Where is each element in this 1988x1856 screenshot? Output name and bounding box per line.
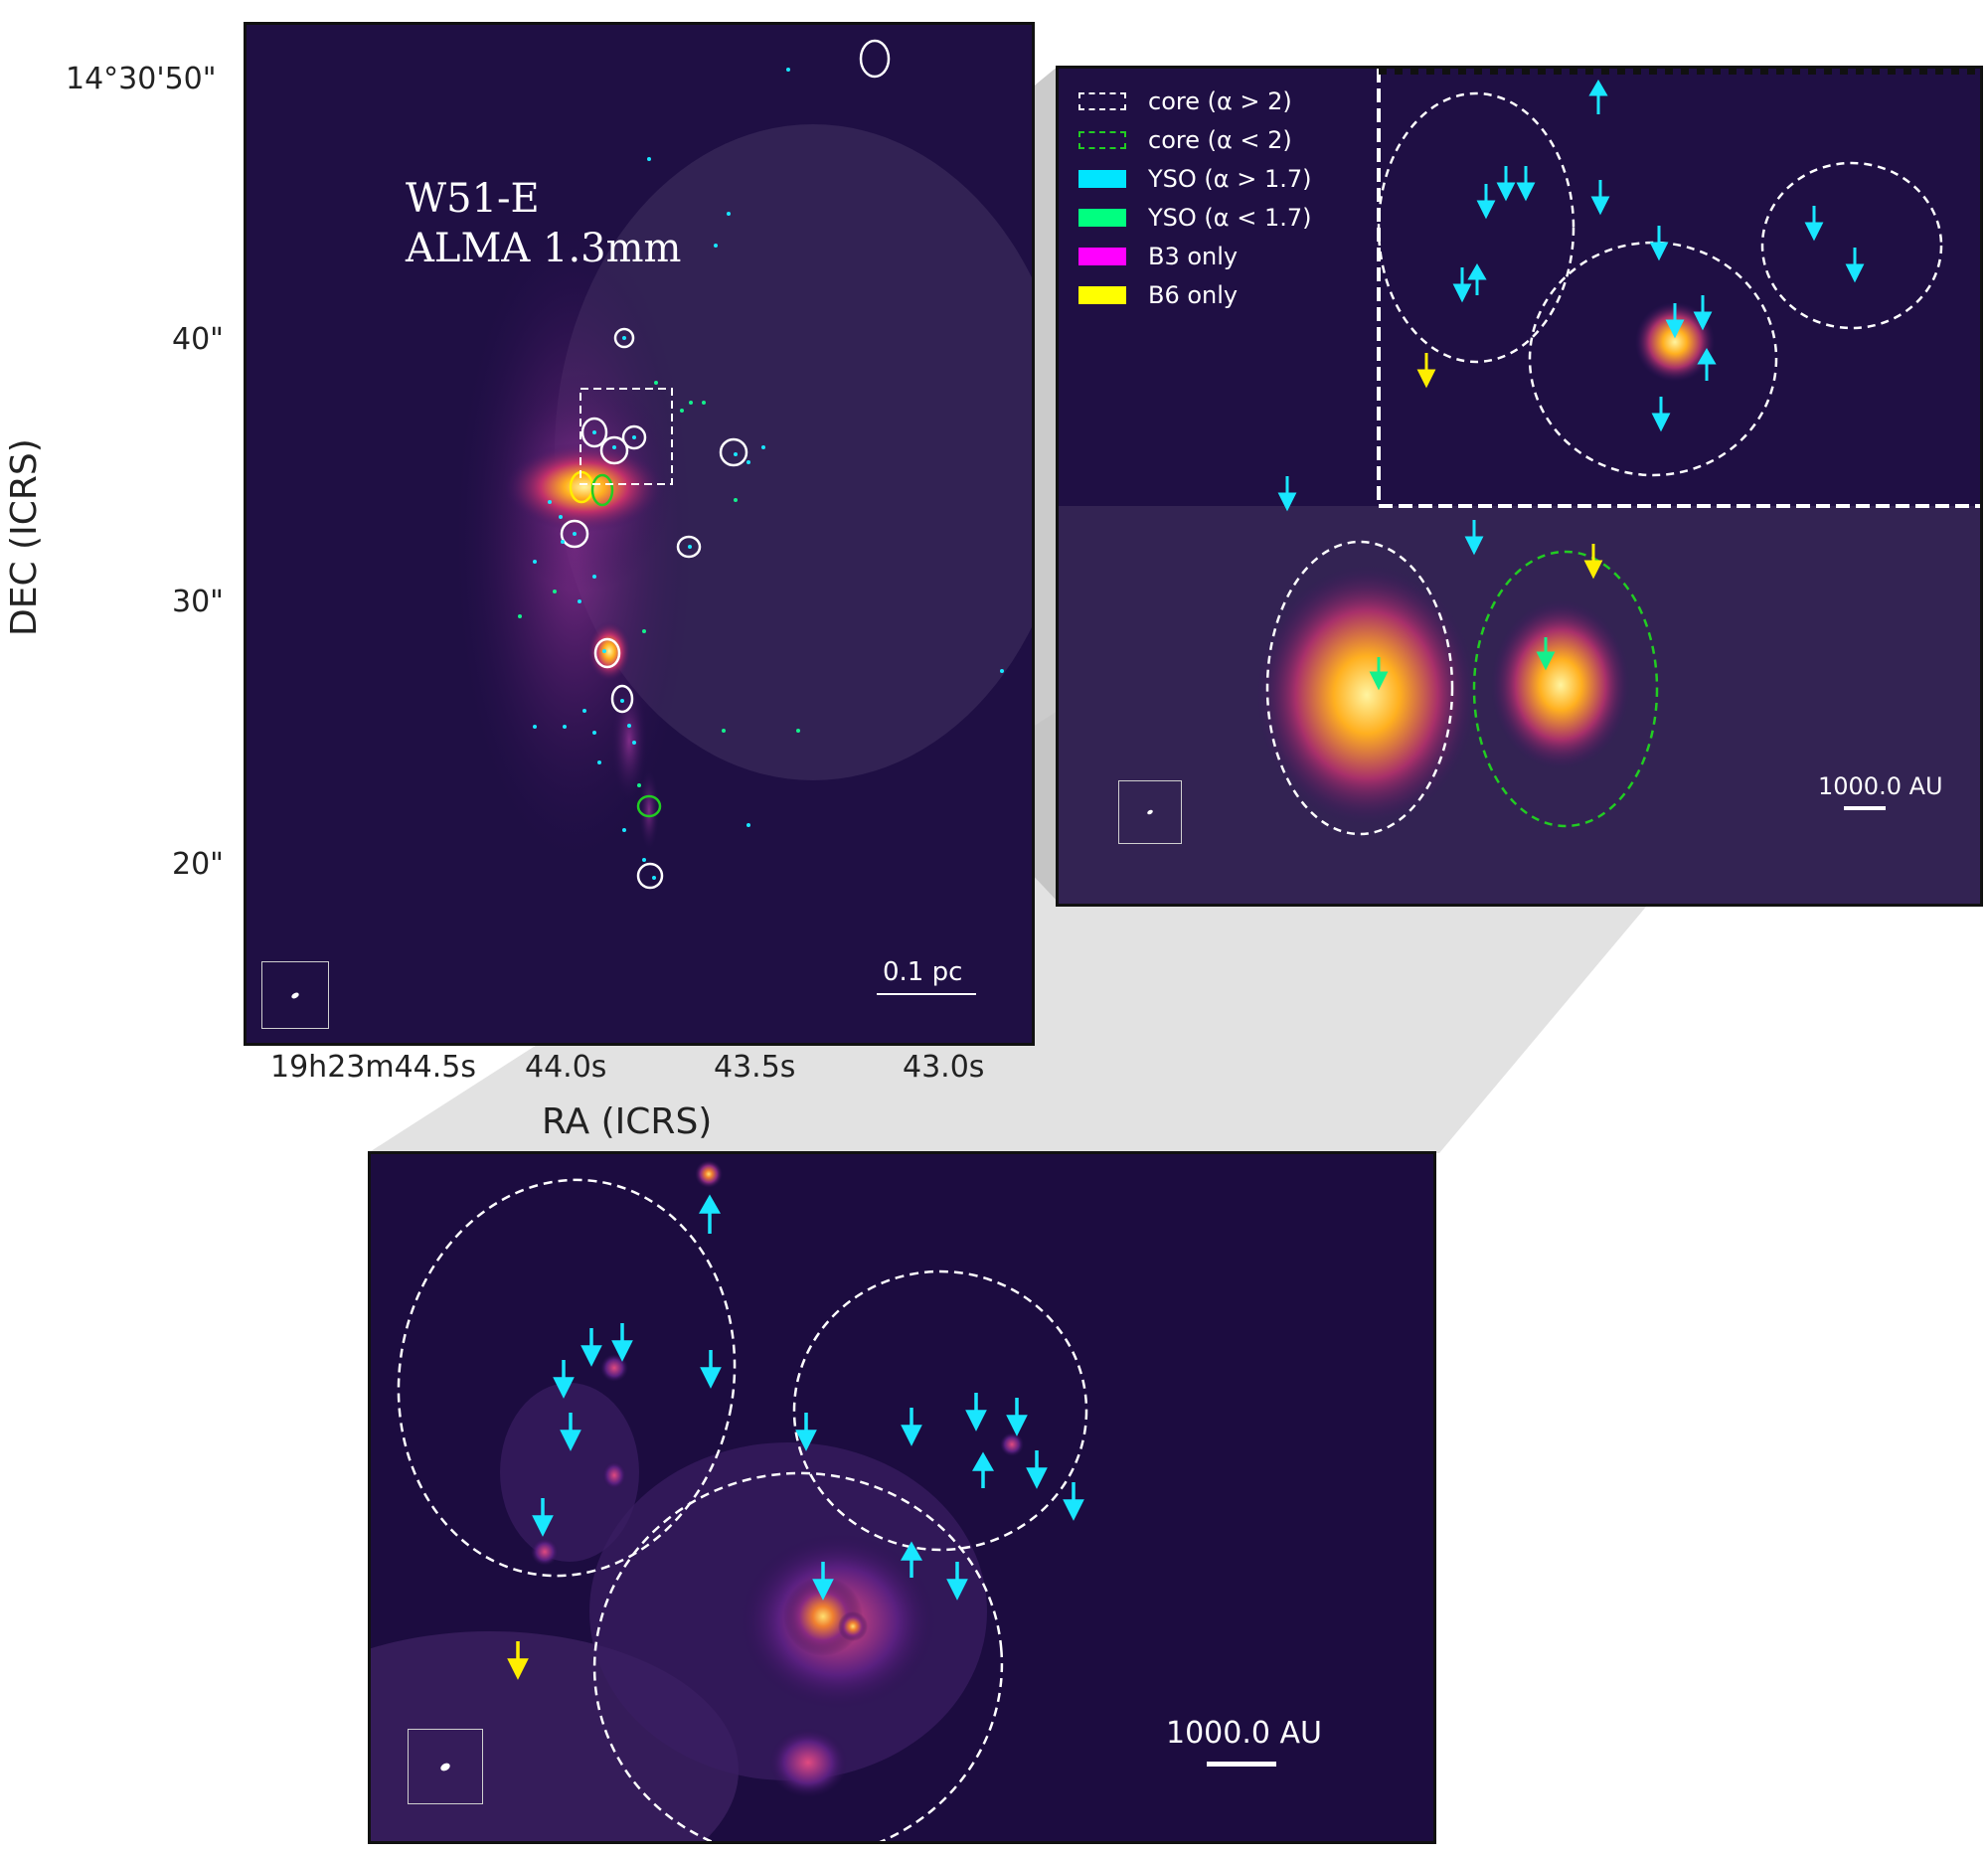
inset-scalebar-label: 1000.0 AU <box>1166 1716 1322 1751</box>
xtick-43-0: 43.0s <box>903 1050 985 1085</box>
legend-item-b6: B6 only <box>1078 280 1238 310</box>
y-axis-label: DEC (ICRS) <box>4 438 45 636</box>
legend-label: core (α > 2) <box>1148 87 1292 115</box>
scalebar-line <box>877 993 976 995</box>
beam-box <box>261 961 329 1029</box>
scalebar-label: 0.1 pc <box>883 957 963 987</box>
legend-item-yso-low: YSO (α < 1.7) <box>1078 203 1312 233</box>
zoom-beam-box <box>1118 780 1182 844</box>
zoom-scalebar-label: 1000.0 AU <box>1818 772 1943 800</box>
zoom-image-panel: core (α > 2) core (α < 2) YSO (α > 1.7) … <box>1056 66 1983 907</box>
ytick-20: 20" <box>172 847 224 882</box>
yso-dots <box>533 68 1004 880</box>
inset-arrows <box>532 1194 1084 1601</box>
beam-ellipse <box>438 1761 452 1773</box>
legend-item-core-low: core (α < 2) <box>1078 125 1292 155</box>
legend-label: YSO (α > 1.7) <box>1148 165 1312 193</box>
legend-item-core-high: core (α > 2) <box>1078 86 1292 116</box>
inset-image <box>371 1154 1433 1841</box>
legend-swatch-core-high <box>1078 92 1126 110</box>
legend-item-yso-high: YSO (α > 1.7) <box>1078 164 1312 194</box>
legend: core (α > 2) core (α < 2) YSO (α > 1.7) … <box>1078 86 1377 309</box>
zoom-box <box>580 388 673 485</box>
beam-ellipse <box>290 991 300 1000</box>
legend-label: B6 only <box>1148 281 1239 309</box>
xtick-44-0: 44.0s <box>525 1050 607 1085</box>
zoom-arrows <box>1277 80 1865 556</box>
image-title-line2: ALMA 1.3mm <box>406 226 682 271</box>
zoom-scalebar-line <box>1844 806 1886 810</box>
beam-ellipse <box>1146 808 1154 816</box>
image-title-line1: W51-E <box>406 176 540 222</box>
xtick-44-5: 19h23m44.5s <box>270 1050 477 1085</box>
inset-scalebar-line <box>1207 1762 1276 1767</box>
legend-swatch-yso-high <box>1078 170 1126 188</box>
legend-swatch-core-low <box>1078 131 1126 149</box>
ytick-50: 14°30'50" <box>66 62 217 96</box>
legend-swatch-yso-low <box>1078 209 1126 227</box>
xtick-43-5: 43.5s <box>714 1050 796 1085</box>
legend-swatch-b6 <box>1078 286 1126 304</box>
core-markers <box>560 39 891 890</box>
legend-label: B3 only <box>1148 243 1239 270</box>
inset-image-panel: 1000.0 AU <box>368 1151 1436 1844</box>
ytick-30: 30" <box>172 585 224 619</box>
main-image <box>247 25 1032 1043</box>
legend-label: YSO (α < 1.7) <box>1148 204 1312 232</box>
inset-beam-box <box>408 1729 483 1804</box>
ytick-40: 40" <box>172 322 224 357</box>
legend-label: core (α < 2) <box>1148 126 1292 154</box>
inset-core-ellipses <box>397 1178 1088 1841</box>
x-axis-label: RA (ICRS) <box>542 1101 713 1142</box>
zoom-image <box>1059 69 1980 904</box>
legend-swatch-b3 <box>1078 248 1126 265</box>
legend-item-b3: B3 only <box>1078 242 1238 271</box>
main-image-panel: W51-E ALMA 1.3mm 0.1 pc <box>244 22 1035 1046</box>
